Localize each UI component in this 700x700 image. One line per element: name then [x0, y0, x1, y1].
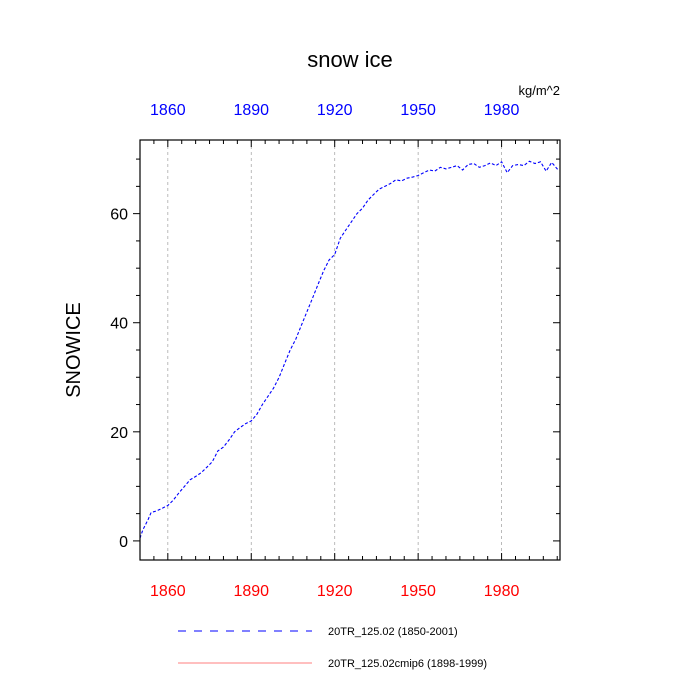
y-axis-label: SNOWICE	[63, 302, 85, 398]
series-line	[139, 160, 561, 539]
series-layer	[139, 160, 561, 539]
x-tick-label-top: 1920	[317, 102, 353, 119]
x-tick-label-top: 1890	[233, 102, 269, 119]
x-tick-label-top: 1980	[484, 102, 520, 119]
axis-ticks	[133, 140, 560, 560]
plot-frame	[139, 139, 561, 561]
legend-entry-label: 20TR_125.02 (1850-2001)	[328, 626, 458, 638]
x-tick-label-top: 1860	[150, 102, 186, 119]
legend-entry-label: 20TR_125.02cmip6 (1898-1999)	[328, 658, 487, 670]
grid-lines	[167, 140, 502, 560]
x-tick-label-bottom: 1890	[233, 583, 269, 600]
y-tick-label: 60	[110, 207, 128, 224]
y-tick-label: 40	[110, 316, 128, 333]
y-tick-label: 20	[110, 425, 128, 442]
units-label: kg/m^2	[518, 83, 560, 98]
y-tick-label: 0	[119, 534, 128, 551]
x-tick-label-bottom: 1920	[317, 583, 353, 600]
chart-title: snow ice	[307, 47, 393, 72]
x-tick-label-bottom: 1860	[150, 583, 186, 600]
x-tick-label-bottom: 1980	[484, 583, 520, 600]
x-tick-label-bottom: 1950	[400, 583, 436, 600]
tick-labels: 1860 1860 1890 1890 1920 1920 1950 1950 1980 1980…	[110, 102, 519, 600]
legend: 20TR_125.02 (1850-2001) 20TR_125.02cmip6 …	[178, 626, 487, 670]
x-tick-label-top: 1950	[400, 102, 436, 119]
